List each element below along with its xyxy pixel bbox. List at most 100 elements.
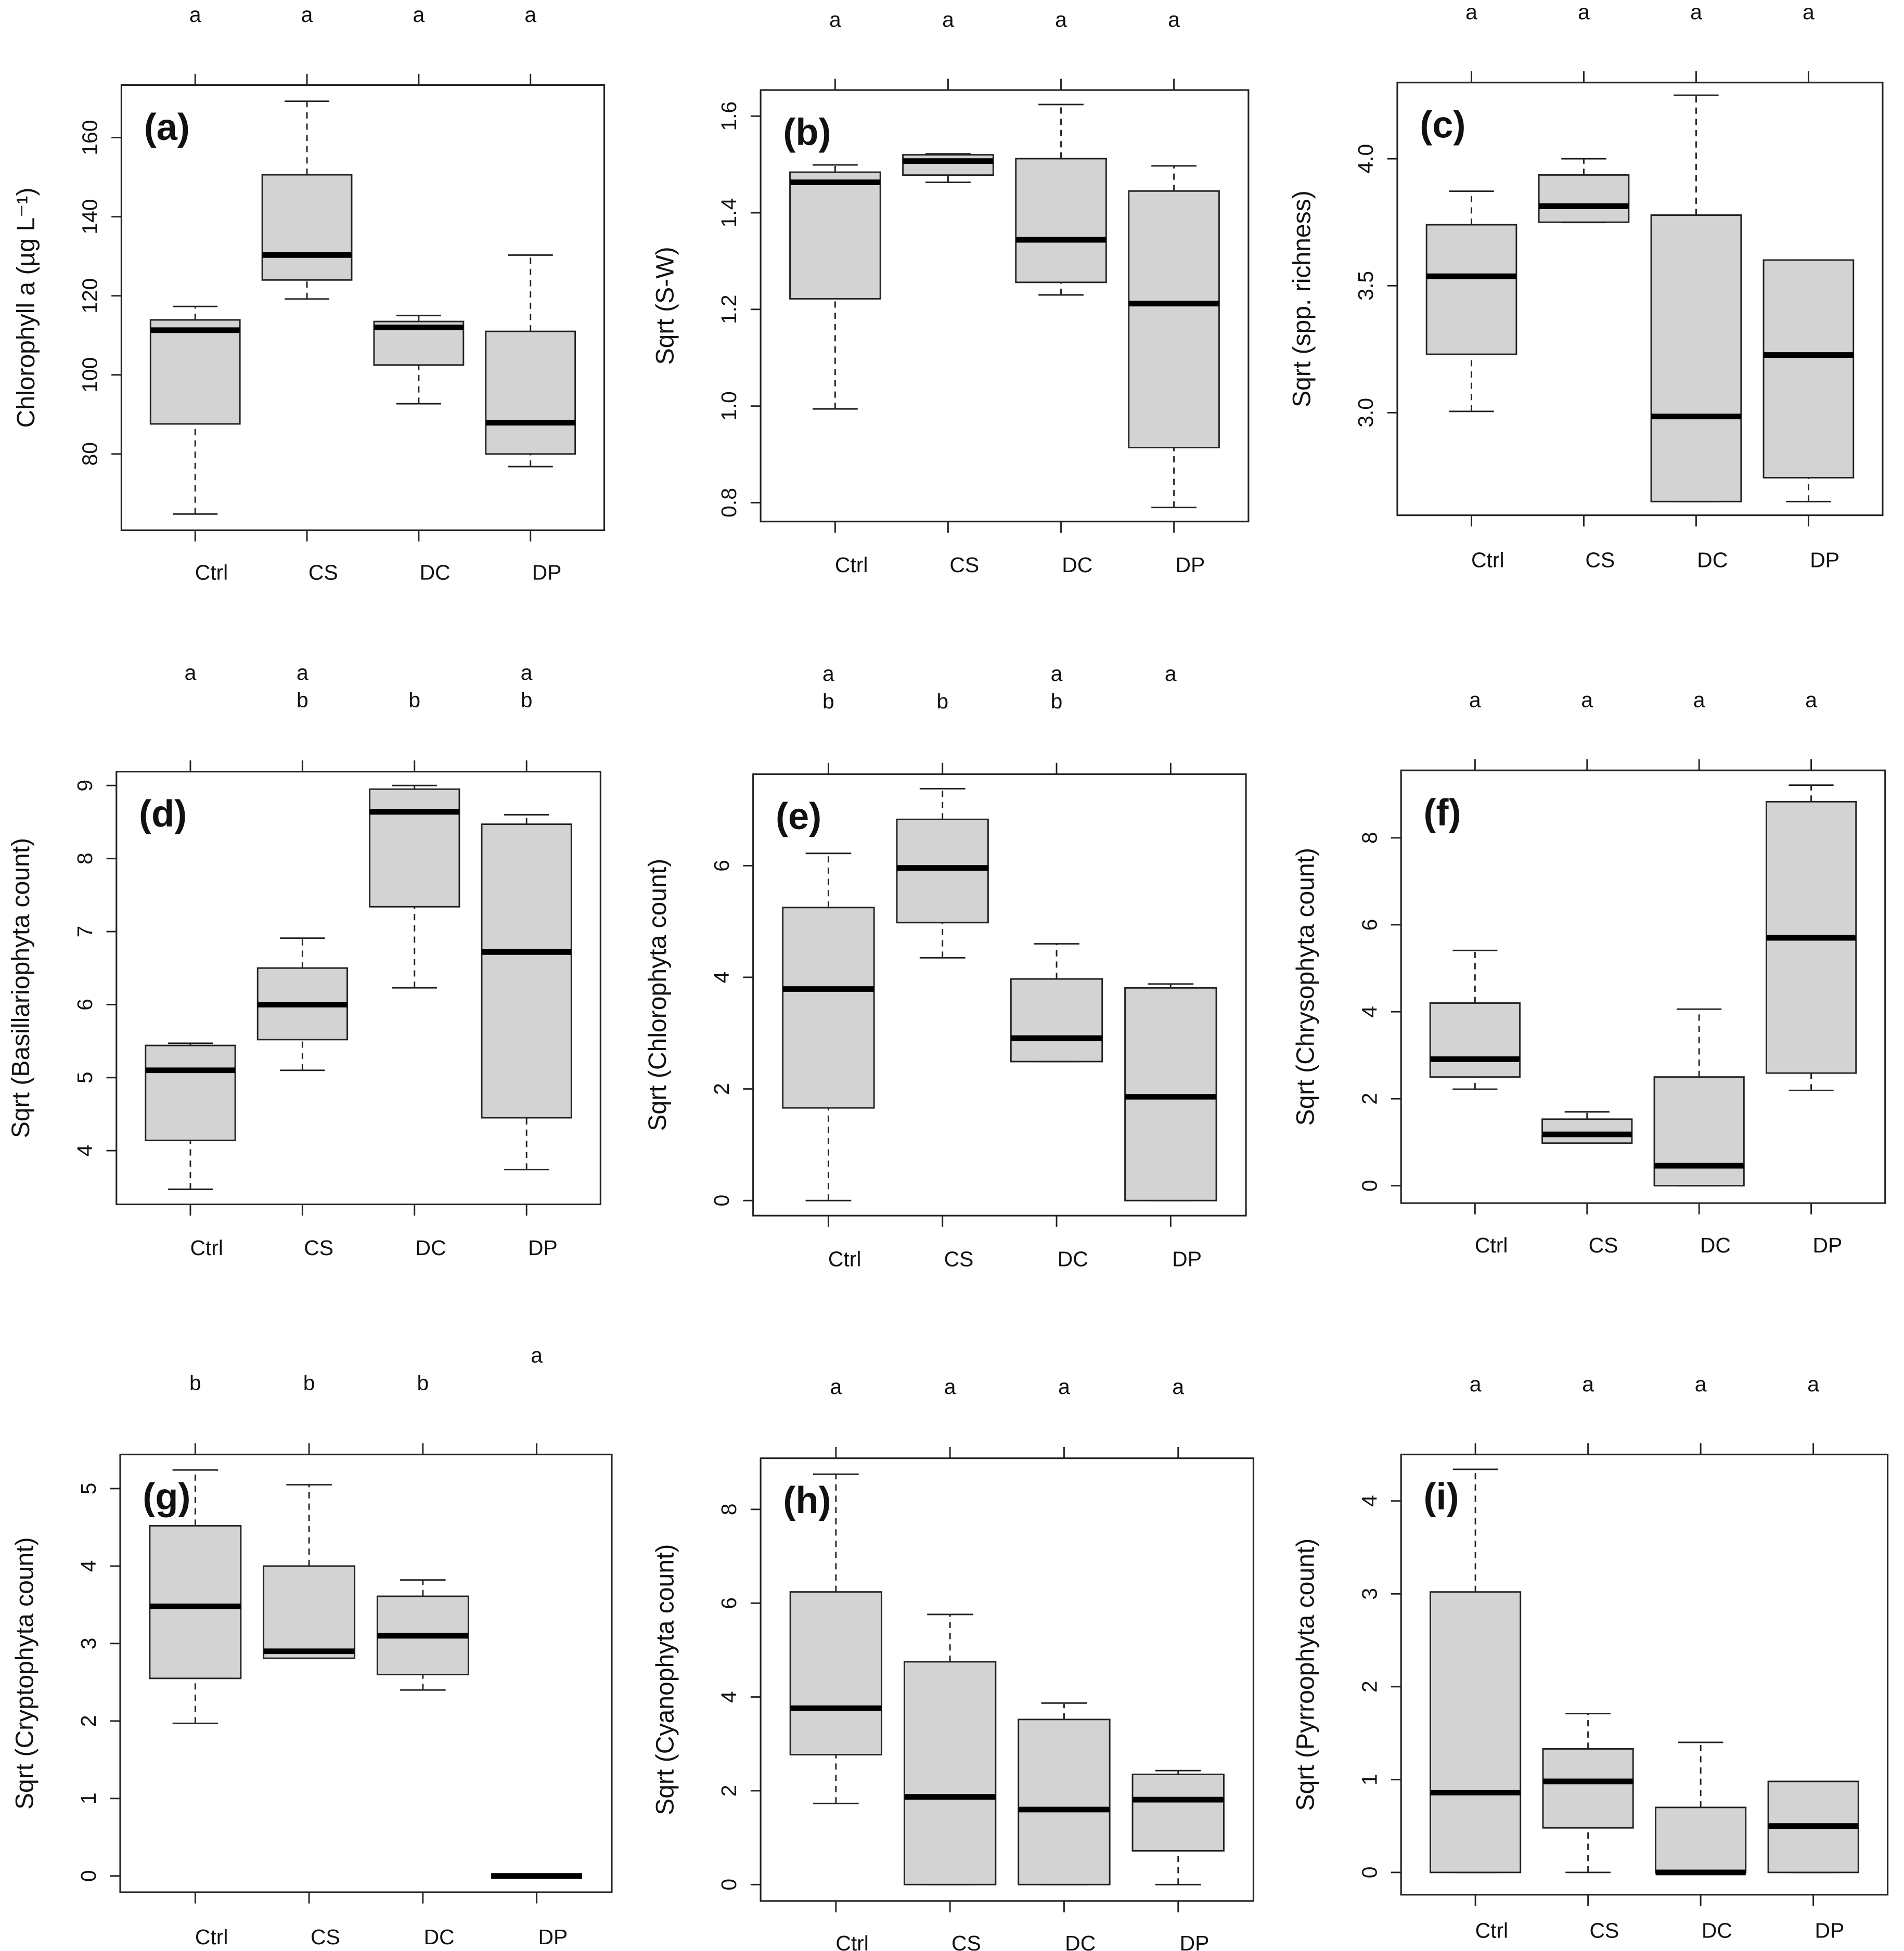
- significance-letter: a: [1581, 688, 1593, 712]
- x-tick-label: Ctrl: [190, 1236, 223, 1260]
- significance-letter: b: [521, 688, 533, 712]
- panel-label: (g): [143, 1476, 190, 1518]
- box: [1763, 259, 1855, 479]
- panel-label: (i): [1423, 1476, 1459, 1518]
- box: [1429, 1002, 1521, 1078]
- y-tick-label: 0.8: [717, 488, 741, 518]
- x-tick-label: DP: [1810, 548, 1839, 572]
- significance-letter: a: [1578, 0, 1590, 24]
- y-tick-label: 6: [710, 860, 734, 872]
- significance-letter: a: [531, 1343, 543, 1367]
- x-tick-label: DC: [1062, 553, 1092, 577]
- significance-letter: b: [936, 689, 948, 713]
- y-tick-label: 9: [73, 780, 97, 792]
- significance-letter: a: [830, 1375, 842, 1399]
- significance-letter: a: [524, 3, 536, 27]
- significance-letter: a: [301, 3, 313, 27]
- y-tick-label: 6: [717, 1597, 741, 1609]
- box: [789, 1591, 883, 1755]
- box: [481, 823, 572, 1119]
- significance-letter: a: [521, 661, 533, 684]
- x-tick-label: DP: [538, 1925, 568, 1949]
- plot-frame: [1396, 82, 1884, 516]
- significance-letter: b: [297, 688, 308, 712]
- significance-letter: a: [944, 1375, 956, 1399]
- x-tick-label: DC: [416, 1236, 446, 1260]
- significance-letter: a: [1469, 688, 1481, 712]
- y-axis-label: Sqrt (Pyrroophyta count): [1292, 1539, 1320, 1811]
- y-tick-label: 100: [78, 357, 102, 393]
- plot-frame: [115, 771, 601, 1206]
- x-tick-label: Ctrl: [835, 553, 868, 577]
- box: [1010, 978, 1103, 1063]
- significance-letter: a: [1805, 688, 1817, 712]
- y-tick-label: 1: [76, 1792, 100, 1804]
- x-tick-label: CS: [308, 560, 338, 584]
- y-tick-label: 4: [710, 972, 734, 984]
- x-tick-label: DP: [1815, 1919, 1845, 1943]
- panel-label: (d): [139, 793, 187, 835]
- x-tick-label: DC: [1702, 1919, 1732, 1943]
- y-axis-label: Sqrt (spp. richness): [1288, 190, 1316, 407]
- significance-letter: b: [189, 1371, 201, 1395]
- y-tick-label: 160: [78, 120, 102, 156]
- box: [896, 818, 989, 924]
- x-tick-label: CS: [311, 1925, 340, 1949]
- x-tick-label: Ctrl: [828, 1247, 861, 1271]
- significance-letter: a: [1470, 1372, 1482, 1396]
- y-tick-label: 6: [1357, 919, 1381, 931]
- y-tick-label: 2: [717, 1785, 741, 1797]
- panel-label: (c): [1420, 104, 1465, 146]
- y-tick-label: 2: [710, 1083, 734, 1095]
- y-tick-label: 3.0: [1354, 398, 1378, 428]
- y-tick-label: 4: [1357, 1495, 1381, 1507]
- x-tick-label: DP: [528, 1236, 558, 1260]
- x-tick-label: DC: [1065, 1931, 1096, 1951]
- y-tick-label: 2: [1357, 1093, 1381, 1105]
- box: [1650, 214, 1742, 502]
- plot-frame: [119, 1453, 613, 1893]
- y-tick-label: 8: [717, 1504, 741, 1516]
- y-tick-label: 120: [78, 278, 102, 314]
- plot-frame: [760, 1457, 1255, 1902]
- significance-letter: a: [297, 661, 308, 684]
- significance-letter: a: [1172, 1375, 1184, 1399]
- significance-letter: a: [942, 8, 954, 32]
- plot-frame: [1400, 769, 1886, 1204]
- y-tick-label: 5: [73, 1071, 97, 1083]
- plot-frame: [752, 773, 1247, 1217]
- y-tick-label: 1: [1357, 1774, 1381, 1786]
- x-tick-label: CS: [949, 553, 979, 577]
- box: [1653, 1076, 1745, 1187]
- x-tick-label: DP: [1812, 1233, 1842, 1257]
- x-tick-label: Ctrl: [195, 560, 228, 584]
- y-tick-label: 7: [73, 926, 97, 938]
- x-tick-label: CS: [1590, 1919, 1619, 1943]
- panel-label: (b): [783, 112, 831, 153]
- significance-letter: a: [189, 3, 201, 27]
- box: [149, 1525, 242, 1679]
- y-tick-label: 3: [1357, 1588, 1381, 1600]
- significance-letter: a: [185, 661, 197, 684]
- x-tick-label: DP: [1175, 553, 1205, 577]
- y-tick-label: 140: [78, 199, 102, 235]
- y-tick-label: 4: [73, 1145, 97, 1157]
- y-tick-label: 0: [1357, 1867, 1381, 1879]
- significance-letter: b: [822, 689, 834, 713]
- box: [1128, 190, 1220, 448]
- y-tick-label: 8: [1357, 832, 1381, 844]
- x-tick-label: Ctrl: [835, 1931, 869, 1951]
- significance-letter: a: [1165, 662, 1177, 686]
- y-tick-label: 6: [73, 999, 97, 1011]
- significance-letter: a: [1695, 1372, 1707, 1396]
- y-tick-label: 8: [73, 852, 97, 864]
- box: [903, 1661, 997, 1885]
- y-tick-label: 3.5: [1354, 271, 1378, 301]
- x-tick-label: Ctrl: [1475, 1919, 1509, 1943]
- box: [263, 1565, 356, 1659]
- significance-letter: a: [822, 662, 834, 686]
- box: [1015, 158, 1107, 283]
- y-tick-label: 0: [710, 1195, 734, 1207]
- x-tick-label: DP: [1180, 1931, 1210, 1951]
